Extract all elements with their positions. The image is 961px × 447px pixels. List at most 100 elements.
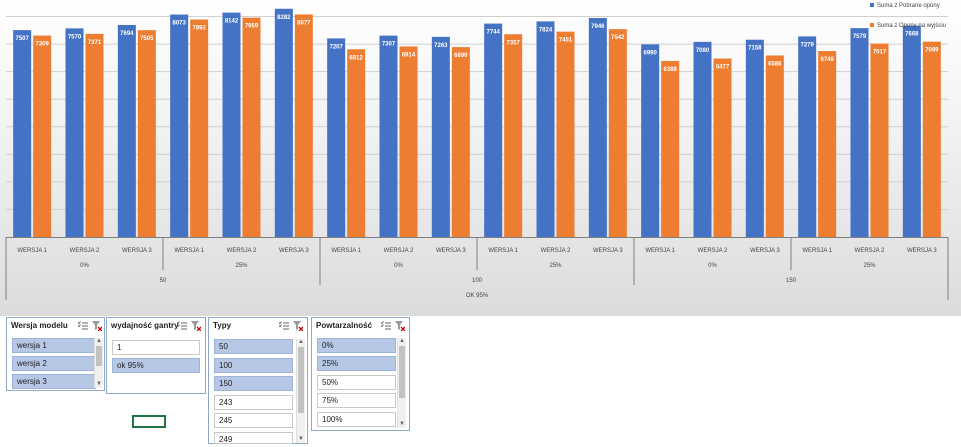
data-label: 7505 [140,36,154,42]
slicer-item[interactable]: wersja 3 [12,374,96,389]
x-tick-label-outer: OK 95% [466,293,489,299]
data-label: 6914 [402,52,416,58]
bar [693,41,712,238]
bar [818,51,837,237]
chart-area: 7507 7570 7694 8073 8142 8282 7207 7307 7263 7744… [0,0,961,316]
data-label: 6388 [663,67,677,73]
data-label: 7451 [559,38,573,44]
bar [870,43,889,237]
slicer-item[interactable]: 100% [317,412,396,427]
slicer-item[interactable]: 50 [214,339,293,354]
x-tick-label-wersja: WERSJA 2 [855,248,885,254]
bar [170,14,189,238]
data-label: 7744 [486,30,500,36]
slicer-title: Powtarzalność [316,321,373,330]
legend-label: Suma z Pobrane opony [877,3,940,9]
data-label: 7017 [873,50,887,56]
x-tick-label-wersja: WERSJA 1 [802,248,832,254]
scroll-thumb[interactable] [399,346,405,398]
x-tick-label-wersja: WERSJA 1 [645,248,675,254]
slicer-item[interactable]: 50% [317,375,396,390]
data-label: 6586 [768,62,782,68]
data-label: 6477 [716,65,730,71]
bar [65,28,84,237]
data-label: 7371 [88,40,102,46]
data-label: 7207 [329,44,343,50]
data-label: 7089 [925,48,939,54]
scroll-down-arrow-icon[interactable]: ▼ [298,436,304,442]
legend-swatch-blue [870,3,874,8]
bar [327,38,346,237]
slicer-item[interactable]: 249 [214,432,293,444]
slicer-title: Typy [213,321,232,330]
bar [661,60,680,237]
slicer-title: wydajność gantry [111,321,179,330]
x-tick-label-powtarzalnosc: 0% [394,263,403,269]
slicer-item[interactable]: 0% [317,338,396,353]
multi-select-icon[interactable] [381,321,391,331]
data-label: 7357 [506,40,520,46]
x-tick-label-wersja: WERSJA 2 [227,248,257,254]
data-label: 8282 [277,15,291,21]
multi-select-icon[interactable] [78,321,88,331]
bar [745,39,764,238]
slicer-item[interactable]: 100 [214,358,293,373]
data-label: 8142 [225,19,239,25]
x-tick-label-wersja: WERSJA 3 [593,248,623,254]
scroll-down-arrow-icon[interactable]: ▼ [399,421,405,427]
data-label: 7158 [748,46,762,52]
clear-filter-icon[interactable] [191,321,201,331]
x-tick-label-typy: 50 [160,278,167,284]
x-tick-label-typy: 100 [472,278,483,284]
bar [399,46,418,237]
slicer-item[interactable]: wersja 1 [12,338,96,353]
x-tick-label-typy: 150 [786,278,797,284]
clear-filter-icon[interactable] [92,321,102,331]
clear-filter-icon[interactable] [395,321,405,331]
slicer-item[interactable]: 75% [317,393,396,408]
x-tick-label-wersja: WERSJA 2 [541,248,571,254]
x-tick-label-wersja: WERSJA 1 [331,248,361,254]
chart-legend: Suma z Pobrane opony Suma z Opony na wyj… [866,0,961,40]
slicer-scrollbar[interactable]: ▲ ▼ [397,338,406,428]
slicer-wydajnosc-gantry: wydajność gantry 1 ok 95% [106,317,206,394]
clear-filter-icon[interactable] [293,321,303,331]
bar [85,33,104,237]
slicer-item[interactable]: 243 [214,395,293,410]
scroll-thumb[interactable] [96,346,102,366]
x-tick-label-wersja: WERSJA 3 [279,248,309,254]
data-label: 6748 [820,57,834,63]
scroll-down-arrow-icon[interactable]: ▼ [96,381,102,387]
legend-swatch-orange [870,23,874,28]
slicer-item[interactable]: ok 95% [112,358,200,373]
slicer-item[interactable]: 25% [317,356,396,371]
data-label: 6812 [349,55,363,61]
bar [33,35,52,237]
multi-select-icon[interactable] [279,321,289,331]
slicer-item[interactable]: 150 [214,376,293,391]
data-label: 7824 [539,27,553,33]
slicer-item[interactable]: wersja 2 [12,356,96,371]
bar [190,19,209,237]
scroll-up-arrow-icon[interactable]: ▲ [96,338,102,344]
bar [608,29,627,238]
bar [347,49,366,237]
slicer-scrollbar[interactable]: ▲ ▼ [296,339,305,443]
slicer-item[interactable]: 245 [214,413,293,428]
multi-select-icon[interactable] [177,321,187,331]
data-label: 7579 [853,34,867,40]
scroll-up-arrow-icon[interactable]: ▲ [399,338,405,344]
bar [713,58,732,237]
bar [222,12,241,237]
bar-chart: 7507 7570 7694 8073 8142 8282 7207 7307 7263 7744… [5,8,949,300]
scroll-thumb[interactable] [298,347,304,413]
x-tick-label-wersja: WERSJA 3 [750,248,780,254]
slicer-scrollbar[interactable]: ▲ ▼ [94,338,103,388]
bar [117,24,136,237]
x-tick-label-powtarzalnosc: 25% [863,263,876,269]
slicer-item[interactable]: 1 [112,340,200,355]
bar [431,36,450,238]
data-label: 8073 [172,21,186,27]
selected-cell[interactable] [132,415,166,428]
scroll-up-arrow-icon[interactable]: ▲ [298,339,304,345]
